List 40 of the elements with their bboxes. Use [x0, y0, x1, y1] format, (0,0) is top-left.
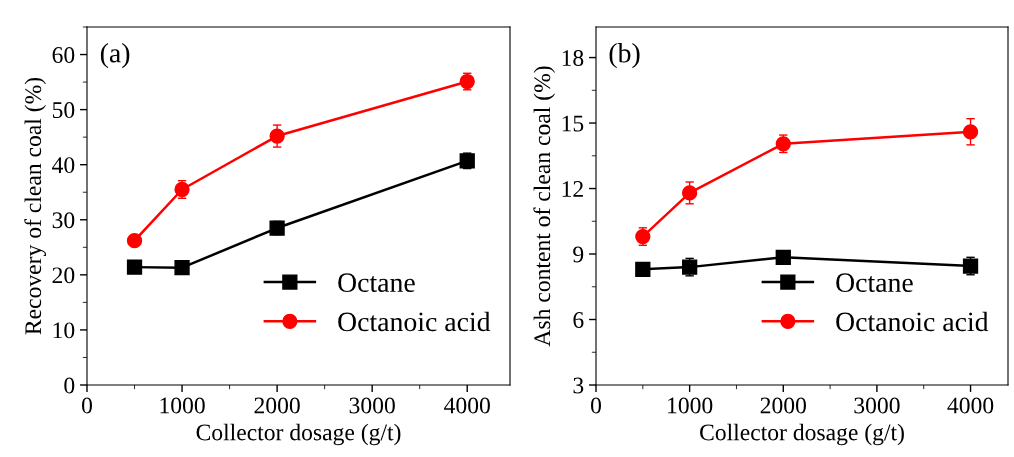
legend-label: Octane: [836, 273, 913, 293]
x-tick-label: 4000: [444, 397, 490, 414]
point: [269, 128, 285, 144]
x-tick-label: 0: [591, 397, 601, 414]
x-axis-title: Collector dosage (g/t): [700, 423, 904, 446]
x-tick-label: 1000: [668, 397, 713, 414]
x-tick-label: 3000: [349, 397, 395, 414]
x-tick-label: 4000: [947, 397, 994, 414]
point: [635, 261, 651, 277]
y-axis-title: Recovery of clean coal (%): [24, 77, 47, 335]
y-axis-title: Ash content of clean coal (%): [533, 66, 556, 347]
point: [126, 259, 143, 275]
legend-label: Octanoic acid: [836, 311, 989, 332]
y-tick-label: 15: [562, 115, 584, 132]
y-tick-label: 10: [53, 322, 75, 339]
y-tick-label: 3: [573, 377, 584, 394]
legend-label: Octanoic acid: [338, 311, 491, 332]
x-tick-label: 0: [82, 397, 92, 414]
point: [681, 185, 698, 201]
point: [775, 249, 791, 265]
legend-label: Octane: [338, 273, 415, 293]
annotation: (b): [609, 43, 640, 69]
y-tick-label: 0: [64, 377, 75, 394]
y-tick-label: 20: [52, 267, 75, 284]
x-axis-title: Collector dosage (g/t): [196, 423, 401, 446]
y-tick-label: 9: [573, 246, 584, 263]
x-tick-label: 2000: [254, 397, 300, 414]
y-tick-label: 50: [52, 102, 75, 119]
y-tick-label: 60: [52, 47, 75, 63]
y-tick-label: 40: [52, 157, 75, 174]
y-tick-label: 6: [573, 312, 584, 328]
point: [174, 260, 190, 276]
y-tick-label: 30: [52, 212, 75, 229]
y-tick-label: 12: [562, 181, 583, 197]
x-tick-label: 1000: [160, 397, 205, 414]
y-tick-label: 18: [562, 50, 584, 66]
x-tick-label: 3000: [854, 397, 900, 414]
x-tick-label: 2000: [760, 397, 806, 414]
annotation: (a): [100, 43, 130, 69]
point: [962, 124, 979, 140]
